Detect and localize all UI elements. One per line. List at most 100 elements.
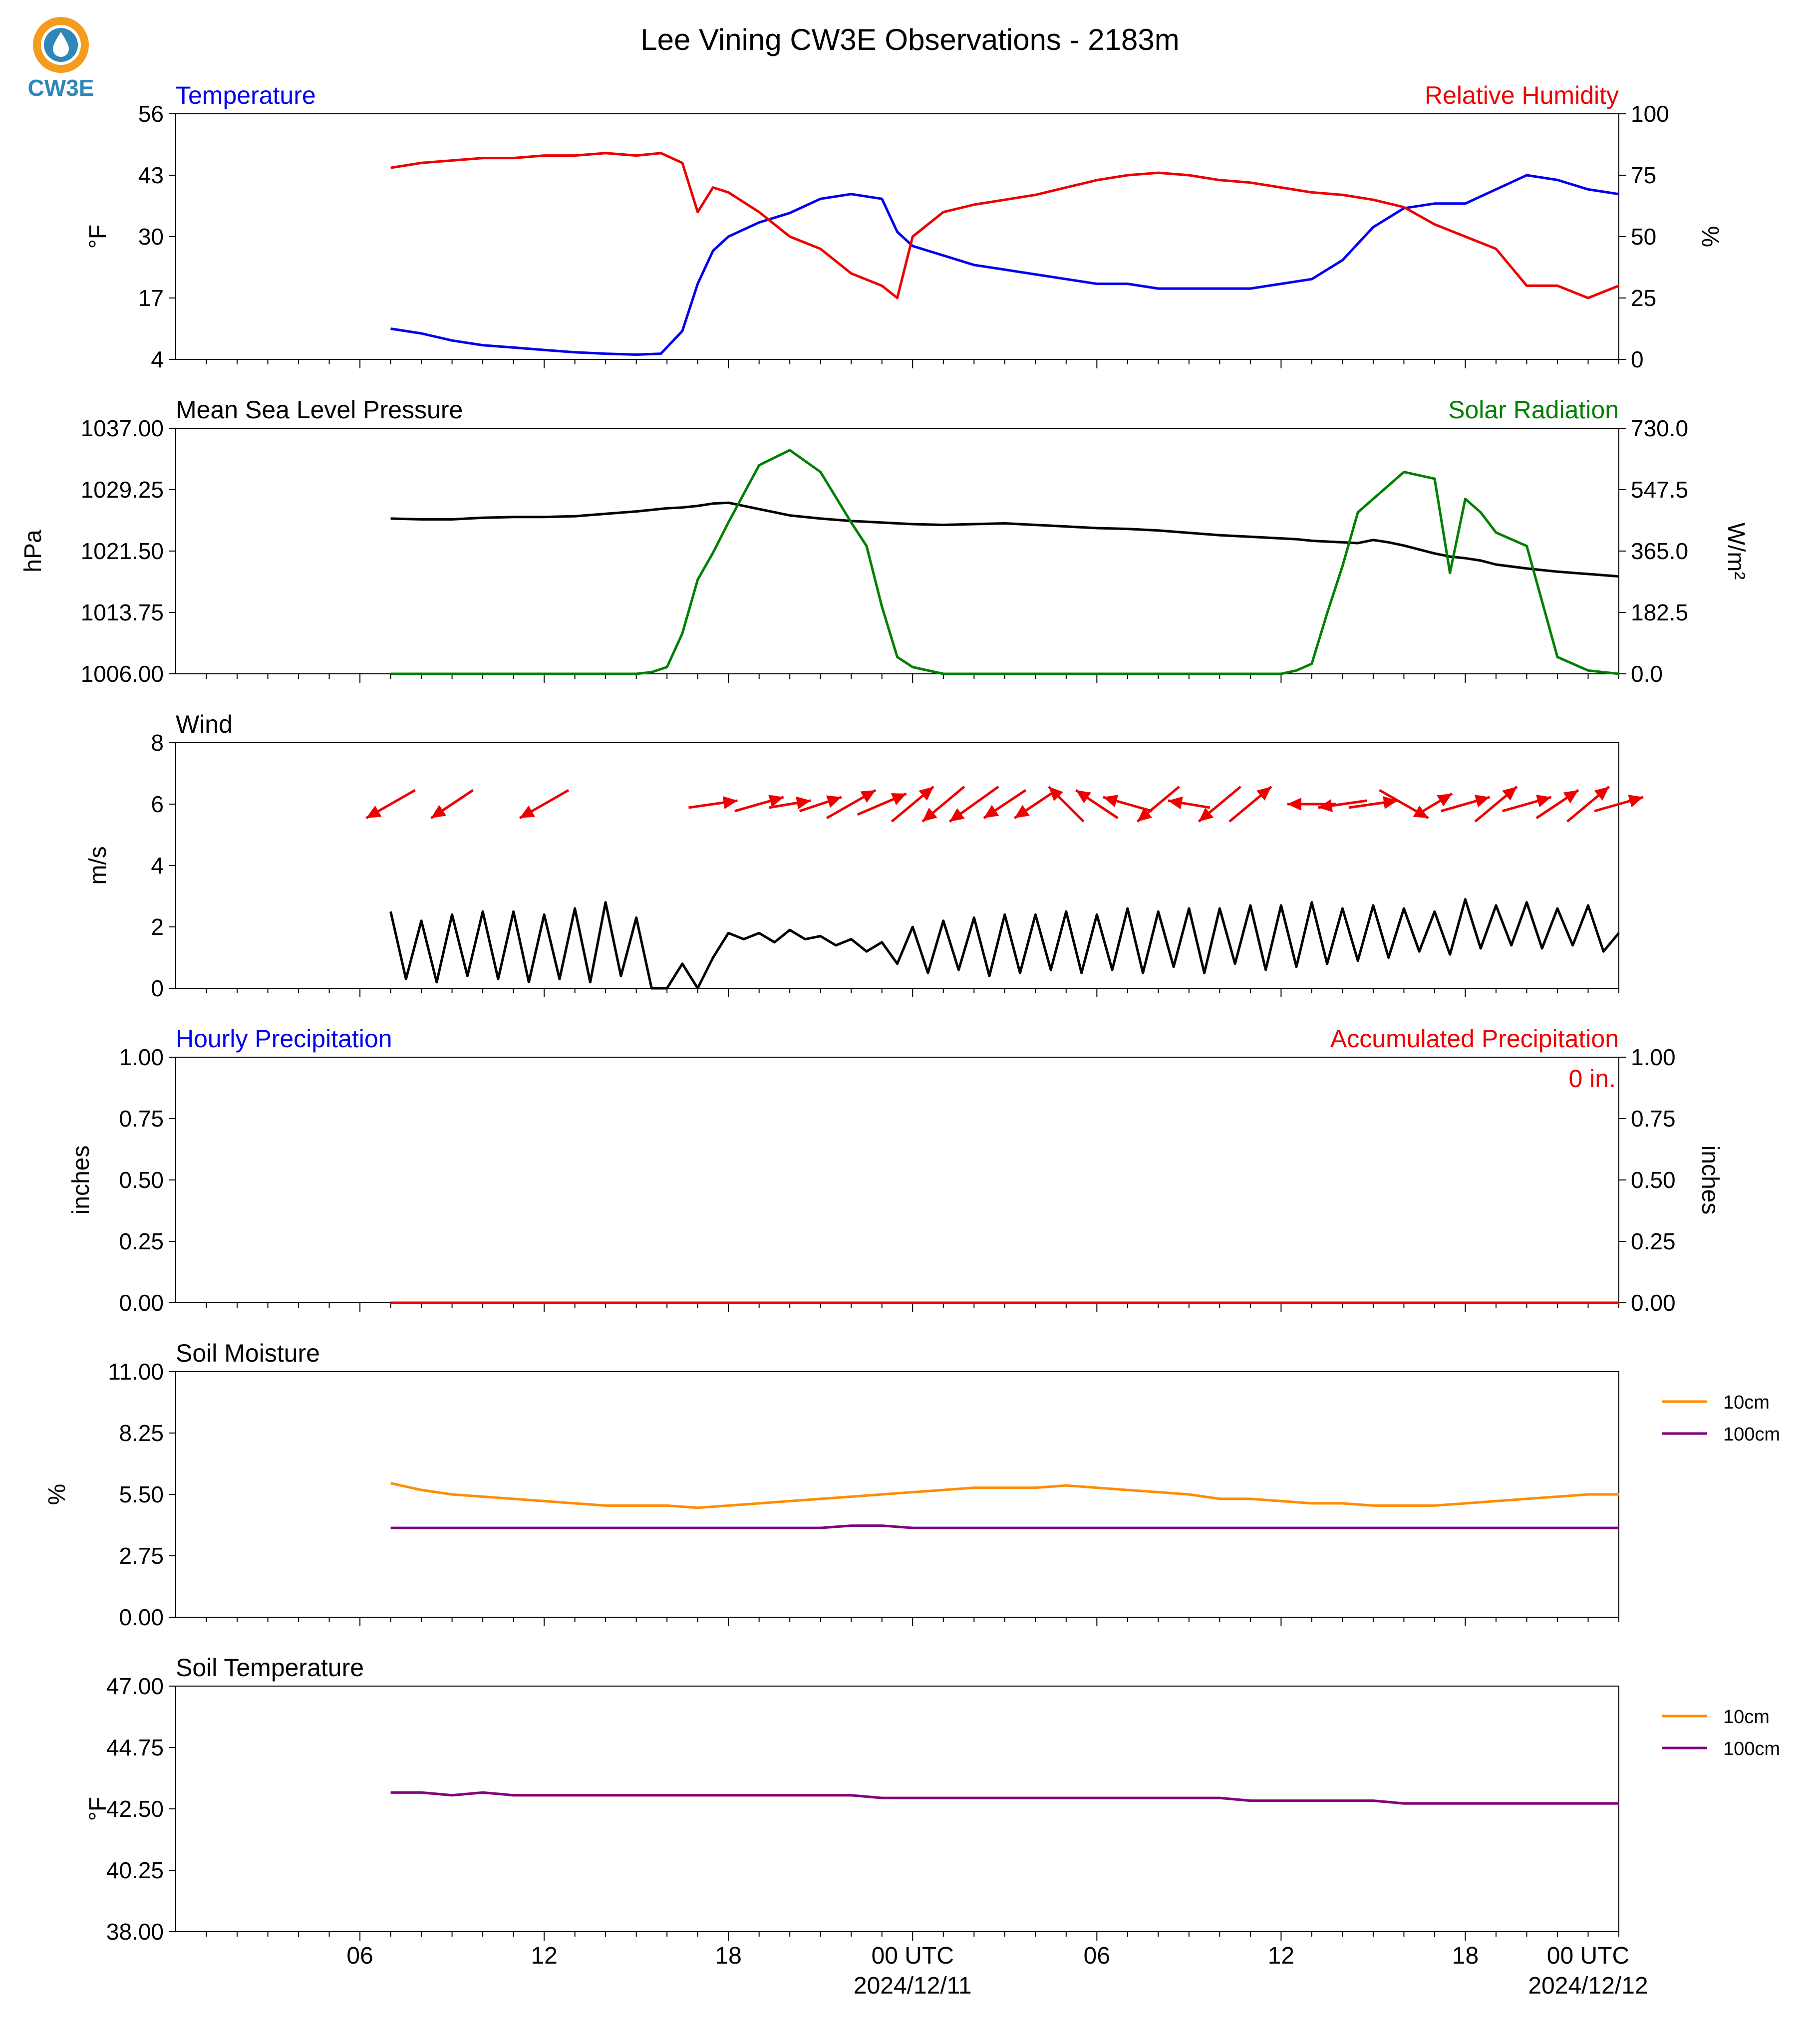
left-tick-label: 0.25 xyxy=(119,1228,164,1254)
wind-arrow-head xyxy=(1137,808,1153,822)
accumulated-total-label: 0 in. xyxy=(1568,1065,1616,1093)
left-tick-label: 30 xyxy=(138,224,164,250)
left-tick-label: 4 xyxy=(151,346,164,372)
left-tick-label: 0 xyxy=(151,975,164,1001)
x-tick-label: 12 xyxy=(1268,1943,1294,1969)
left-tick-label: 17 xyxy=(138,285,164,311)
panel-6: Soil Temperature 38.00 40.25 42.50 44.75 47.0… xyxy=(85,1654,1780,1945)
left-tick-label: 6 xyxy=(151,791,164,817)
left-tick-label: 8.25 xyxy=(119,1420,164,1446)
wind-arrow-head xyxy=(520,805,535,818)
left-tick-label: 0.50 xyxy=(119,1167,164,1193)
right-tick-label: 730.0 xyxy=(1631,415,1688,441)
x-tick-label: 12 xyxy=(531,1943,557,1969)
series-line-2 xyxy=(390,152,1619,299)
wind-arrow-head xyxy=(1563,790,1578,804)
wind-arrow-head xyxy=(1437,794,1452,807)
panel-4: Hourly Precipitation Accumulated Precipit… xyxy=(68,1025,1723,1316)
wind-arrow-head xyxy=(1168,796,1183,810)
wind-arrow-head xyxy=(1502,787,1517,801)
legend-label-2: 100cm xyxy=(1723,1424,1780,1445)
cw3e-logo: CW3E xyxy=(28,17,94,101)
x-tick-label: 06 xyxy=(1084,1943,1110,1969)
panel-frame xyxy=(175,742,1619,989)
x-tick-label: 06 xyxy=(346,1943,373,1969)
x-tick-label: 18 xyxy=(1452,1943,1479,1969)
left-tick-label: 1037.00 xyxy=(81,415,164,441)
right-tick-label: 75 xyxy=(1631,162,1656,188)
panels: Temperature Relative Humidity 4 17 30 43 56 °F 0… xyxy=(20,81,1780,1945)
series-line-1 xyxy=(390,1482,1619,1509)
series-line-1 xyxy=(390,501,1619,578)
legend: 10cm 100cm xyxy=(1662,1707,1780,1759)
left-axis-label: °F xyxy=(85,225,111,249)
right-axis-label: % xyxy=(1697,226,1723,248)
panel-frame xyxy=(175,1057,1619,1303)
series-line-2 xyxy=(390,1524,1619,1529)
right-axis-label: inches xyxy=(1697,1146,1723,1215)
wind-arrow-head xyxy=(1048,787,1063,801)
panel-2: Mean Sea Level Pressure Solar Radiation 10… xyxy=(20,396,1749,687)
right-tick-label: 182.5 xyxy=(1631,599,1688,625)
panel-1: Temperature Relative Humidity 4 17 30 43 56 °F 0… xyxy=(85,81,1723,372)
right-tick-label: 50 xyxy=(1631,224,1656,250)
panel-left-title: Mean Sea Level Pressure xyxy=(176,396,463,424)
left-tick-label: 1021.50 xyxy=(81,538,164,564)
series-line-2 xyxy=(390,1791,1619,1805)
x-tick-label: 00 UTC xyxy=(1547,1943,1629,1969)
right-tick-label: 0.50 xyxy=(1631,1167,1676,1193)
left-axis-label: inches xyxy=(68,1146,94,1215)
right-tick-label: 0.25 xyxy=(1631,1228,1676,1254)
left-tick-label: 11.00 xyxy=(108,1359,164,1385)
series-line-1 xyxy=(389,898,1620,990)
panel-right-title: Relative Humidity xyxy=(1425,81,1619,109)
left-tick-label: 1.00 xyxy=(119,1044,164,1070)
logo-drop-icon xyxy=(53,32,69,57)
left-tick-label: 47.00 xyxy=(106,1673,164,1699)
chart-title: Lee Vining CW3E Observations - 2183m xyxy=(640,23,1179,56)
left-axis-label: hPa xyxy=(20,530,46,573)
legend-label-1: 10cm xyxy=(1723,1707,1770,1728)
panel-right-title: Solar Radiation xyxy=(1448,396,1619,424)
x-date-label: 2024/12/11 xyxy=(854,1973,972,1999)
right-axis-label: W/m² xyxy=(1723,523,1749,580)
left-tick-label: 43 xyxy=(138,162,164,188)
wind-arrow-head xyxy=(1014,805,1030,818)
panel-5: Soil Moisture0.002.755.508.2511.00%10cm1… xyxy=(44,1339,1780,1630)
wind-arrow-head xyxy=(768,795,784,808)
panel-3: Wind 0 2 4 6 8 m/s xyxy=(85,710,1644,1001)
panel-left-title: Wind xyxy=(176,710,233,738)
logo-text: CW3E xyxy=(28,75,94,101)
wind-arrow-head xyxy=(431,805,447,818)
wind-arrow-head xyxy=(1287,798,1301,811)
right-tick-label: 0.0 xyxy=(1631,661,1663,687)
left-tick-label: 42.50 xyxy=(106,1796,164,1822)
series-line-1 xyxy=(390,174,1619,356)
wind-arrow-head xyxy=(1199,808,1214,822)
legend-label-2: 100cm xyxy=(1723,1738,1780,1759)
wind-arrow-head xyxy=(1076,790,1091,804)
legend: 10cm 100cm xyxy=(1662,1392,1780,1445)
x-axis: 06 12 18 00 UTC 06 12 18 00 UTC 2024/12/11 2024/1… xyxy=(346,1943,1648,1999)
left-tick-label: 40.25 xyxy=(106,1857,164,1883)
left-tick-label: 0.00 xyxy=(119,1290,164,1316)
panel-frame xyxy=(175,428,1619,674)
wind-arrow-head xyxy=(1383,796,1398,809)
x-date-label: 2024/12/12 xyxy=(1528,1973,1648,1999)
right-tick-label: 100 xyxy=(1631,101,1669,127)
left-tick-label: 2 xyxy=(151,914,164,940)
left-tick-label: 1006.00 xyxy=(81,661,164,687)
right-tick-label: 547.5 xyxy=(1631,477,1688,503)
left-tick-label: 44.75 xyxy=(106,1735,164,1760)
wind-arrow-head xyxy=(891,793,907,805)
panel-right-title: Accumulated Precipitation xyxy=(1330,1025,1619,1053)
wind-arrow-head xyxy=(860,790,876,803)
left-tick-label: 4 xyxy=(151,853,164,878)
wind-arrow-head xyxy=(1594,787,1609,801)
panel-left-title: Soil Moisture xyxy=(176,1339,320,1367)
left-tick-label: 0.00 xyxy=(119,1604,164,1630)
left-tick-label: 0.75 xyxy=(119,1106,164,1132)
wind-arrow-head xyxy=(722,796,738,809)
wind-arrow-head xyxy=(918,787,934,801)
